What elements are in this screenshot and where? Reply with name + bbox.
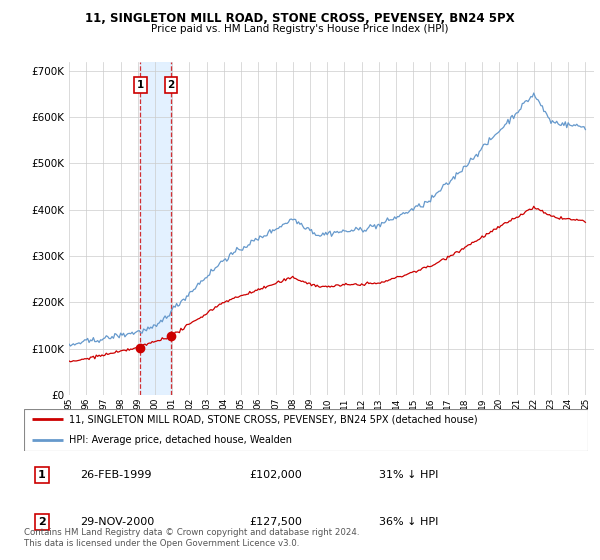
Text: 11, SINGLETON MILL ROAD, STONE CROSS, PEVENSEY, BN24 5PX: 11, SINGLETON MILL ROAD, STONE CROSS, PE… — [85, 12, 515, 25]
Text: 26-FEB-1999: 26-FEB-1999 — [80, 470, 152, 480]
Text: £102,000: £102,000 — [250, 470, 302, 480]
Text: HPI: Average price, detached house, Wealden: HPI: Average price, detached house, Weal… — [69, 435, 292, 445]
Text: £127,500: £127,500 — [250, 517, 302, 527]
Text: 36% ↓ HPI: 36% ↓ HPI — [379, 517, 439, 527]
Text: 1: 1 — [137, 80, 144, 90]
Text: 2: 2 — [167, 80, 175, 90]
Bar — [140, 62, 171, 395]
Text: 2: 2 — [38, 517, 46, 527]
Text: 31% ↓ HPI: 31% ↓ HPI — [379, 470, 439, 480]
Text: 11, SINGLETON MILL ROAD, STONE CROSS, PEVENSEY, BN24 5PX (detached house): 11, SINGLETON MILL ROAD, STONE CROSS, PE… — [69, 414, 478, 424]
Text: Contains HM Land Registry data © Crown copyright and database right 2024.
This d: Contains HM Land Registry data © Crown c… — [24, 528, 359, 548]
Text: 1: 1 — [38, 470, 46, 480]
Text: 29-NOV-2000: 29-NOV-2000 — [80, 517, 155, 527]
Text: Price paid vs. HM Land Registry's House Price Index (HPI): Price paid vs. HM Land Registry's House … — [151, 24, 449, 34]
